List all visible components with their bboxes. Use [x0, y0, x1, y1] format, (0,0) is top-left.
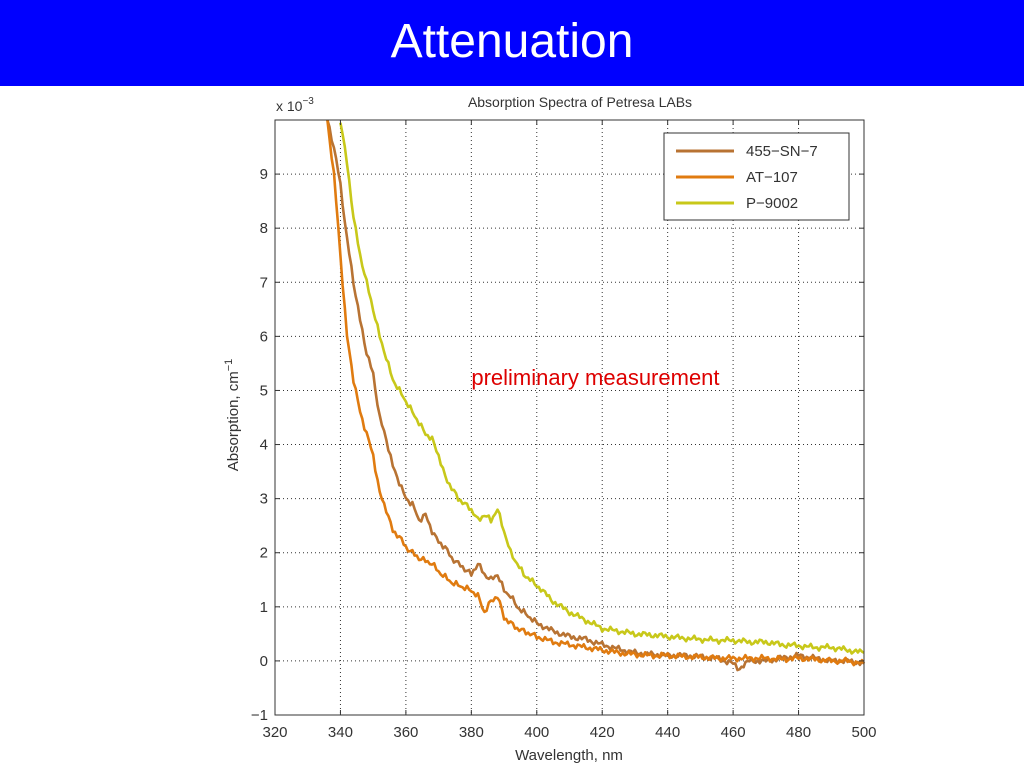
y-tick-label: 4	[260, 437, 268, 454]
y-tick-label: 7	[260, 274, 268, 291]
chart-title: Absorption Spectra of Petresa LABs	[468, 94, 692, 110]
series-line	[339, 122, 865, 655]
x-tick-label: 440	[655, 724, 680, 741]
x-tick-label: 360	[393, 724, 418, 741]
x-tick-label: 420	[590, 724, 615, 741]
plot-frame	[274, 119, 865, 716]
y-tick-label: −1	[251, 707, 268, 724]
y-tick-label: 5	[260, 382, 268, 399]
x-tick-label: 500	[851, 724, 876, 741]
y-axis-label: Absorption, cm−1	[223, 359, 242, 472]
y-tick-label: 8	[260, 220, 268, 237]
legend-label: P−9002	[746, 195, 798, 212]
slide-header: Attenuation	[0, 0, 1024, 86]
y-tick-label: 3	[260, 491, 268, 508]
x-tick-label: 480	[786, 724, 811, 741]
x-tick-label: 460	[721, 724, 746, 741]
y-multiplier: x 10−3	[276, 96, 314, 114]
y-tick-label: 9	[260, 166, 268, 183]
y-tick-label: 0	[260, 653, 268, 670]
slide-title: Attenuation	[390, 15, 634, 68]
legend-label: AT−107	[746, 169, 798, 186]
x-tick-label: 340	[328, 724, 353, 741]
y-tick-label: 6	[260, 328, 268, 345]
series-line	[326, 119, 866, 667]
x-tick-label: 380	[459, 724, 484, 741]
x-tick-label: 400	[524, 724, 549, 741]
x-axis-label: Wavelength, nm	[515, 747, 623, 764]
y-tick-label: 2	[260, 545, 268, 562]
x-tick-label: 320	[262, 724, 287, 741]
chart-annotation: preliminary measurement	[471, 365, 719, 390]
y-tick-label: 1	[260, 599, 268, 616]
legend-label: 455−SN−7	[746, 143, 818, 160]
